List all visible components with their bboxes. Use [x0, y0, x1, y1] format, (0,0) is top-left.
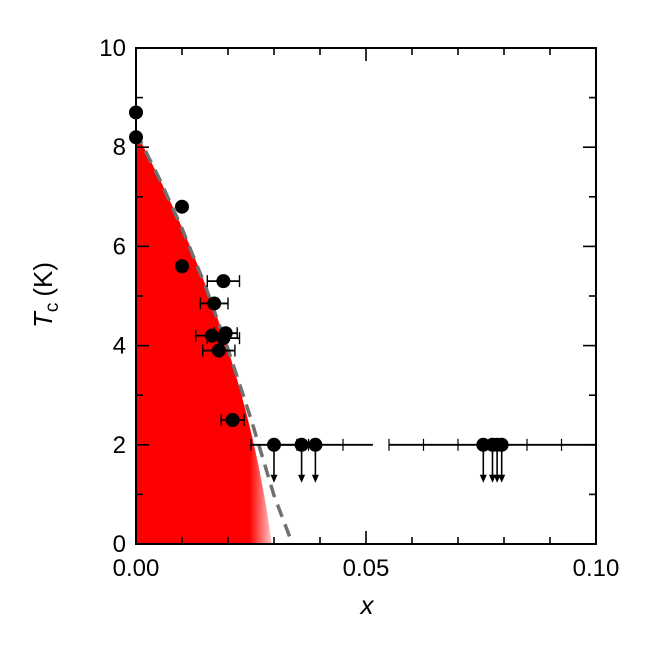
y-axis-symbol: T [28, 310, 58, 328]
x-tick-label: 0.00 [113, 555, 160, 582]
data-point [216, 274, 231, 289]
superconducting-region [136, 132, 272, 544]
y-tick-label: 2 [113, 432, 126, 459]
data-point [225, 413, 240, 427]
y-axis-label: Tc (K) [28, 262, 63, 328]
x-axis-label: x [359, 590, 375, 620]
dashed-boundary-line [136, 131, 295, 544]
y-tick-label: 4 [113, 333, 126, 360]
data-point [175, 199, 189, 214]
upper-limit-arrowhead [489, 474, 496, 483]
upper-limit-arrowhead [493, 474, 501, 483]
upper-limit-arrowhead [298, 474, 306, 483]
y-axis-subscript: c [42, 303, 63, 313]
y-tick-label: 6 [113, 233, 126, 260]
x-tick-label: 0.10 [573, 555, 620, 582]
data-point [207, 296, 222, 311]
upper-limit-arrowhead [479, 474, 487, 483]
data-point [175, 259, 189, 274]
data-point [267, 437, 281, 452]
axis-ticks [135, 47, 597, 545]
error-bars [195, 275, 597, 451]
data-point [294, 437, 309, 452]
tick-labels: 0.00 0.05 0.10 0 2 4 6 8 10 [99, 35, 619, 582]
data-point [211, 343, 226, 358]
x-tick-label: 0.05 [343, 555, 390, 582]
data-point [308, 437, 323, 452]
upper-limit-arrowhead [270, 474, 278, 483]
superconducting-fill [136, 132, 272, 544]
data-point [216, 331, 231, 346]
dashed-boundary [136, 131, 295, 544]
y-tick-label: 10 [99, 35, 126, 62]
y-tick-label: 0 [113, 531, 126, 558]
data-points [129, 105, 509, 483]
data-point [204, 328, 219, 343]
y-tick-label: 8 [113, 134, 126, 161]
upper-limit-arrowhead [498, 474, 506, 483]
upper-limit-arrowhead [311, 474, 319, 483]
y-axis-unit: (K) [28, 262, 58, 297]
data-point [494, 437, 509, 452]
